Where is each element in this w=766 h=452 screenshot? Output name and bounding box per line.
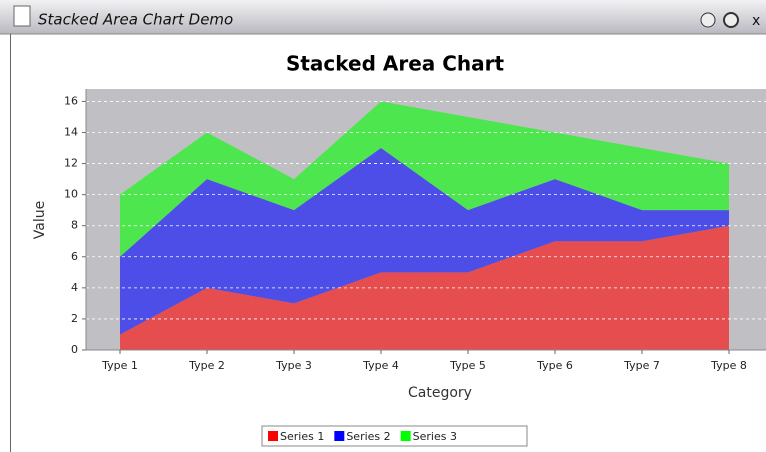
minimize-button[interactable] — [700, 12, 716, 28]
x-tick-label: Type 8 — [710, 359, 747, 372]
x-tick-label: Type 4 — [362, 359, 399, 372]
legend-label: Series 1 — [280, 430, 324, 443]
y-tick-label: 14 — [64, 126, 78, 139]
y-tick-label: 8 — [71, 219, 78, 232]
window-icon — [13, 5, 31, 27]
legend-swatch — [268, 431, 278, 441]
y-tick-label: 10 — [64, 188, 78, 201]
y-tick-label: 16 — [64, 94, 78, 107]
x-tick-label: Type 5 — [449, 359, 486, 372]
x-tick-label: Type 2 — [188, 359, 225, 372]
area — [120, 101, 729, 257]
y-tick-label: 0 — [71, 343, 78, 356]
window-title: Stacked Area Chart Demo — [38, 11, 233, 29]
y-tick-label: 2 — [71, 312, 78, 325]
maximize-button[interactable] — [723, 12, 739, 28]
y-axis-label: Value — [32, 201, 48, 239]
x-tick-label: Type 3 — [275, 359, 312, 372]
legend-label: Series 3 — [413, 430, 457, 443]
y-tick-label: 6 — [71, 250, 78, 263]
legend-label: Series 2 — [346, 430, 390, 443]
chart-title: Stacked Area Chart — [286, 52, 505, 76]
legend — [261, 425, 528, 447]
legend-swatch — [334, 431, 345, 441]
y-tick-label: 4 — [71, 281, 78, 294]
y-tick-label: 12 — [64, 157, 78, 170]
x-tick-label: Type 6 — [536, 359, 573, 372]
legend-swatch — [400, 431, 411, 441]
title-bar — [0, 0, 766, 34]
chart: Stacked Area Chart Category Value 0 2 4 6 8 1… — [32, 52, 766, 447]
x-axis-label: Category — [408, 385, 472, 401]
x-tick-label: Type 1 — [101, 359, 138, 372]
x-tick-label: Type 7 — [623, 359, 660, 372]
close-button[interactable]: x — [752, 13, 760, 29]
